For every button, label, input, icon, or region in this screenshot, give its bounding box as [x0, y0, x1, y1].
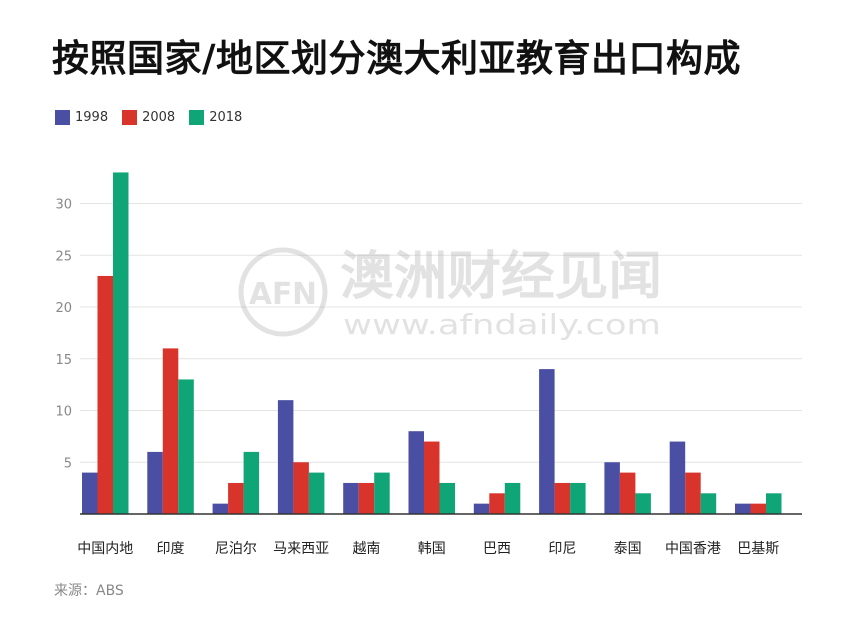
y-tick-label: 30 — [55, 198, 72, 213]
bar-2008 — [685, 472, 701, 514]
y-tick-label: 15 — [55, 353, 72, 368]
x-tick-label: 马来西亚 — [273, 541, 329, 557]
bar-1998 — [539, 369, 555, 514]
bar-1998 — [212, 503, 229, 514]
bar-1998 — [343, 482, 359, 514]
bar-2008 — [424, 441, 440, 514]
legend: 1998 2008 2018 — [55, 110, 242, 125]
bar-2018 — [700, 493, 717, 514]
bar-2008 — [162, 348, 179, 514]
x-tick-label: 中国内地 — [77, 541, 133, 557]
legend-label-2018: 2018 — [209, 110, 243, 125]
bar-2008 — [228, 482, 244, 514]
legend-item-2018: 2018 — [189, 110, 242, 125]
watermark-logo-circle — [238, 247, 328, 337]
bar-1998 — [408, 431, 424, 514]
x-tick-label: 尼泊尔 — [215, 541, 257, 557]
bar-1998 — [735, 503, 751, 514]
chart-title: 按照国家/地区划分澳大利亚教育出口构成 — [52, 37, 742, 80]
bar-2008 — [293, 462, 309, 514]
y-tick-label: 20 — [55, 301, 72, 316]
legend-item-2008: 2008 — [122, 110, 175, 125]
bar-2018 — [766, 493, 782, 514]
x-tick-label: 中国香港 — [665, 541, 721, 557]
bar-2008 — [750, 503, 766, 514]
legend-swatch-2018 — [189, 110, 205, 125]
y-tick-label: 10 — [55, 405, 72, 420]
x-tick-label: 巴基斯 — [737, 540, 779, 557]
source-note: 来源：ABS — [54, 583, 124, 599]
x-tick-label: 巴西 — [483, 541, 511, 557]
bar-1998 — [147, 451, 163, 514]
watermark: AFN 澳洲财经见闻 www.afndaily.com — [238, 247, 662, 341]
bar-2018 — [113, 172, 129, 514]
x-tick-label: 泰国 — [614, 541, 642, 557]
legend-label-2008: 2008 — [142, 110, 176, 125]
bar-2018 — [374, 472, 390, 514]
bar-1998 — [473, 503, 490, 514]
watermark-url: www.afndaily.com — [343, 308, 661, 341]
bar-2018 — [308, 472, 325, 514]
bar-2008 — [489, 493, 505, 514]
x-tick-label: 越南 — [352, 541, 380, 557]
bar-2008 — [554, 482, 571, 514]
y-axis-ticks: 5 10 15 20 25 30 — [55, 198, 72, 472]
y-tick-label: 5 — [64, 456, 72, 471]
bar-2018 — [243, 451, 260, 514]
y-tick-label: 25 — [55, 249, 72, 264]
legend-swatch-2008 — [122, 110, 138, 125]
bar-2018 — [504, 482, 521, 514]
x-tick-label: 印尼 — [548, 541, 576, 557]
bar-1998 — [277, 400, 294, 514]
legend-label-1998: 1998 — [75, 110, 109, 125]
watermark-name: 澳洲财经见闻 — [340, 247, 662, 307]
x-axis-labels: 中国内地 印度 尼泊尔 马来西亚 越南 韩国 巴西 印尼 泰国 中国香港 巴基斯 — [77, 540, 779, 557]
x-tick-label: 印度 — [157, 541, 185, 557]
legend-swatch-1998 — [55, 110, 70, 125]
legend-item-1998: 1998 — [55, 110, 108, 125]
bars — [82, 172, 782, 514]
bar-2008 — [358, 482, 375, 514]
bar-2008 — [97, 275, 113, 514]
bar-2008 — [619, 472, 636, 514]
x-tick-label: 韩国 — [418, 541, 446, 557]
bar-2018 — [178, 379, 194, 514]
bar-2018 — [570, 482, 586, 514]
bar-1998 — [669, 441, 686, 514]
bar-1998 — [82, 472, 98, 514]
bar-2018 — [635, 493, 651, 514]
bar-2018 — [439, 482, 455, 514]
watermark-logo-text: AFN — [249, 277, 317, 312]
bar-1998 — [604, 462, 620, 514]
